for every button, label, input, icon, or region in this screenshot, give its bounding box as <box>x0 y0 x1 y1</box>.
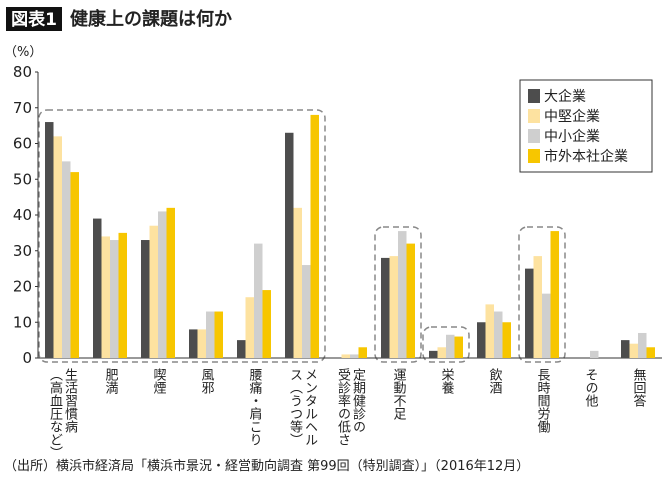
bar <box>381 257 390 358</box>
bar <box>254 243 263 358</box>
x-tick-label: 肥満 <box>103 368 119 394</box>
bar <box>214 311 223 358</box>
bar <box>302 265 311 358</box>
legend-label: 大企業 <box>544 88 586 105</box>
x-tick-label: （高血圧など） <box>47 368 63 459</box>
x-tick-label: ス（うつ等） <box>287 368 303 446</box>
bar <box>197 329 206 358</box>
bar <box>533 256 542 358</box>
bar <box>118 232 127 358</box>
bar <box>45 122 54 358</box>
bar <box>542 293 551 358</box>
bar <box>341 354 350 358</box>
bar <box>62 161 71 358</box>
legend-swatch <box>528 149 540 163</box>
bar <box>477 322 486 358</box>
y-tick-label: 70 <box>13 99 32 117</box>
bar <box>646 347 655 358</box>
bar <box>350 354 359 358</box>
x-tick-label: 風邪 <box>199 368 215 394</box>
bar <box>189 329 198 358</box>
x-tick-label: 受診率の低さ <box>335 368 351 446</box>
source: （出所）横浜市経済局「横浜市景況・経営動向調査 第99回（特別調査）」（2016… <box>4 458 529 474</box>
x-tick-label: 運動不足 <box>391 368 407 421</box>
bar <box>141 240 150 358</box>
bar <box>485 304 494 358</box>
x-tick-label: 生活習慣病 <box>62 368 78 433</box>
bar <box>101 236 110 358</box>
legend-label: 中堅企業 <box>544 108 600 125</box>
group-box <box>422 326 470 363</box>
bar <box>70 172 79 358</box>
x-tick-label: その他 <box>583 368 599 408</box>
bar <box>437 347 446 358</box>
bar <box>93 218 102 358</box>
group-box <box>38 109 326 363</box>
group-box <box>518 226 566 363</box>
badge-box <box>6 7 62 31</box>
bar <box>310 114 319 359</box>
group-box <box>374 226 422 363</box>
x-tick-label: 定期健診の <box>350 368 366 433</box>
bar <box>446 334 455 358</box>
bar <box>621 340 630 358</box>
bar <box>285 132 294 358</box>
y-tick-label: 10 <box>13 313 32 331</box>
bar <box>237 340 246 358</box>
bar <box>166 207 175 358</box>
bar <box>638 332 647 358</box>
x-tick-label: 喫煙 <box>151 368 167 394</box>
y-tick-label: 30 <box>13 242 32 260</box>
y-tick-label: 20 <box>13 278 32 296</box>
bar <box>429 350 438 358</box>
x-tick-label: 栄養 <box>439 368 455 394</box>
y-unit: （%） <box>4 45 42 60</box>
bar <box>398 231 407 358</box>
bar <box>110 240 119 358</box>
x-tick-label: 腰痛・肩こり <box>247 368 263 446</box>
legend-label: 中小企業 <box>544 128 600 145</box>
bar <box>525 268 534 358</box>
x-tick-label: 無回答 <box>631 368 647 407</box>
y-tick-label: 50 <box>13 170 32 188</box>
bar <box>454 336 463 358</box>
x-tick-label: 長時間労働 <box>535 368 551 434</box>
bar <box>293 207 302 358</box>
bar <box>149 225 158 358</box>
bar <box>206 311 215 358</box>
x-tick-label: 飲酒 <box>487 367 503 394</box>
legend-box <box>519 79 653 173</box>
y-tick-label: 0 <box>22 349 32 367</box>
legend-swatch <box>528 109 540 123</box>
bar <box>590 350 599 358</box>
bar <box>550 231 559 358</box>
bar <box>389 256 398 358</box>
y-tick-label: 80 <box>13 63 32 81</box>
bar <box>494 311 503 358</box>
y-tick-label: 60 <box>13 135 32 153</box>
badge: 図表1 <box>11 9 57 30</box>
bar <box>262 290 271 358</box>
bar <box>158 211 167 358</box>
bar <box>502 322 511 358</box>
legend-swatch <box>528 89 540 103</box>
legend-swatch <box>528 129 540 143</box>
bar <box>629 343 638 358</box>
x-tick-label: メンタルヘル <box>302 368 318 446</box>
chart-title: 健康上の課題は何か <box>70 8 232 30</box>
legend-label: 市外本社企業 <box>544 148 628 165</box>
bar <box>245 297 254 358</box>
bar <box>358 347 367 358</box>
bar <box>53 136 62 358</box>
bar <box>406 243 415 358</box>
y-tick-label: 40 <box>13 206 32 224</box>
